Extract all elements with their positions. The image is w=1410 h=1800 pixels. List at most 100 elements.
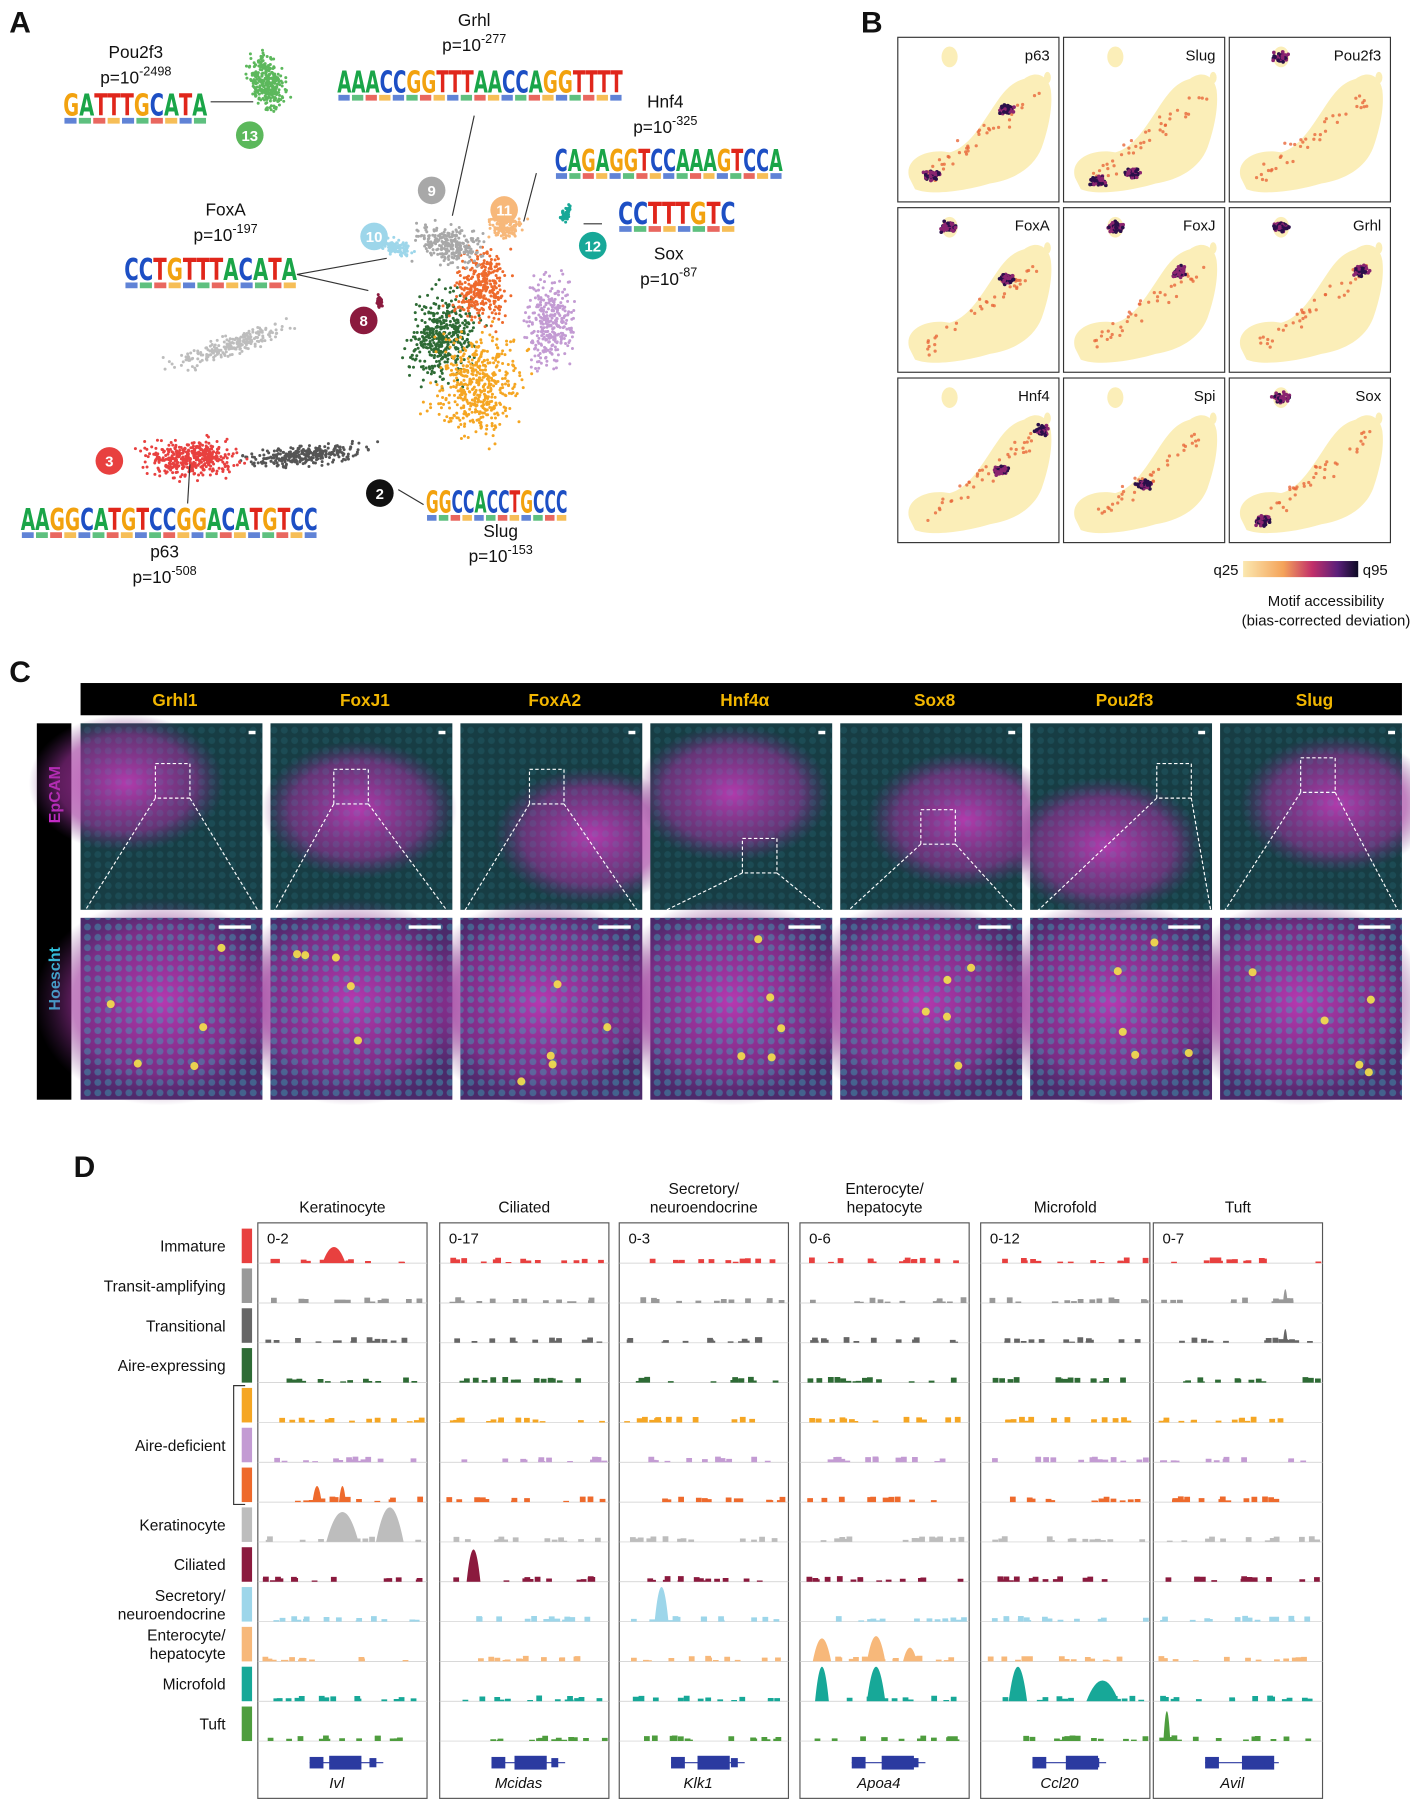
marker-label: Hnf4α xyxy=(720,690,769,710)
cell xyxy=(275,331,279,335)
cell xyxy=(432,317,436,321)
cell xyxy=(482,411,486,415)
cell xyxy=(143,440,147,443)
cell xyxy=(1005,276,1010,281)
cell xyxy=(1155,299,1160,303)
cell xyxy=(1127,310,1131,314)
cell xyxy=(150,445,154,449)
logo-sub xyxy=(50,532,62,539)
cell xyxy=(481,368,485,372)
cell xyxy=(159,439,163,443)
cell xyxy=(264,328,268,332)
cell xyxy=(401,246,405,250)
cell xyxy=(250,340,254,344)
cell xyxy=(414,357,418,361)
cell xyxy=(215,469,219,473)
cell xyxy=(447,231,451,235)
cell xyxy=(548,336,552,340)
cell xyxy=(455,257,459,261)
logo-sub xyxy=(460,94,473,101)
cell xyxy=(463,280,467,284)
umap-tile: Slug xyxy=(1062,36,1226,203)
cell xyxy=(376,440,380,444)
cell xyxy=(435,239,439,243)
cell xyxy=(326,462,330,466)
cell xyxy=(356,448,360,452)
cell xyxy=(441,235,445,239)
cell xyxy=(238,347,242,351)
cell xyxy=(518,374,522,378)
cell xyxy=(465,299,469,303)
cell xyxy=(203,463,207,467)
cell xyxy=(1285,160,1289,165)
cell xyxy=(1295,485,1299,489)
zoom-line xyxy=(1029,797,1158,919)
cell xyxy=(292,456,296,460)
cell xyxy=(270,84,274,88)
cell xyxy=(457,248,461,252)
cell xyxy=(1027,436,1031,440)
cell xyxy=(437,306,441,310)
cell xyxy=(1006,107,1011,111)
cell xyxy=(1184,111,1188,116)
cell xyxy=(495,364,499,368)
cell xyxy=(462,326,466,330)
track-swatch xyxy=(241,1268,253,1303)
cell xyxy=(253,342,257,346)
cell xyxy=(1267,520,1272,525)
cell xyxy=(498,401,502,405)
cell xyxy=(215,440,219,444)
cell xyxy=(489,271,493,275)
cell xyxy=(440,338,444,342)
cell xyxy=(492,373,496,377)
cell xyxy=(486,402,490,406)
cell xyxy=(486,298,490,302)
cell xyxy=(425,409,429,413)
cell xyxy=(469,404,473,408)
cell xyxy=(459,423,463,427)
cell xyxy=(541,349,545,353)
cell xyxy=(460,358,464,362)
cell xyxy=(452,333,456,337)
cell xyxy=(1301,140,1305,144)
cell xyxy=(427,243,431,247)
logo-sub xyxy=(462,514,472,521)
cell xyxy=(206,446,210,450)
cell xyxy=(1118,333,1122,338)
cell xyxy=(489,389,493,393)
cell xyxy=(293,460,297,464)
logo-sub xyxy=(351,94,364,101)
cell xyxy=(308,449,312,453)
cell xyxy=(459,335,463,339)
p-exponent: -87 xyxy=(679,266,697,280)
cell xyxy=(186,457,190,461)
cell xyxy=(528,298,532,302)
cell xyxy=(326,442,330,446)
cell xyxy=(514,220,518,224)
cell xyxy=(1312,137,1316,141)
cell xyxy=(489,282,493,286)
cell xyxy=(482,270,486,274)
cell xyxy=(351,454,355,458)
cell xyxy=(144,454,148,458)
cell xyxy=(479,423,483,427)
cell xyxy=(1100,176,1105,181)
cell xyxy=(459,406,463,410)
cell xyxy=(1262,522,1267,527)
cell xyxy=(1119,153,1124,157)
cell xyxy=(479,355,483,359)
track-swatch xyxy=(241,1547,253,1582)
cell xyxy=(494,312,498,316)
cell xyxy=(498,228,502,232)
cell xyxy=(471,275,475,279)
cell xyxy=(194,368,198,372)
cell xyxy=(1002,110,1006,114)
cell xyxy=(1266,168,1271,173)
cell xyxy=(939,227,943,231)
cell xyxy=(204,465,208,469)
cell xyxy=(153,472,157,476)
positive-cell xyxy=(943,975,952,984)
cell xyxy=(167,443,171,447)
cell xyxy=(542,273,546,277)
cell xyxy=(158,469,162,473)
